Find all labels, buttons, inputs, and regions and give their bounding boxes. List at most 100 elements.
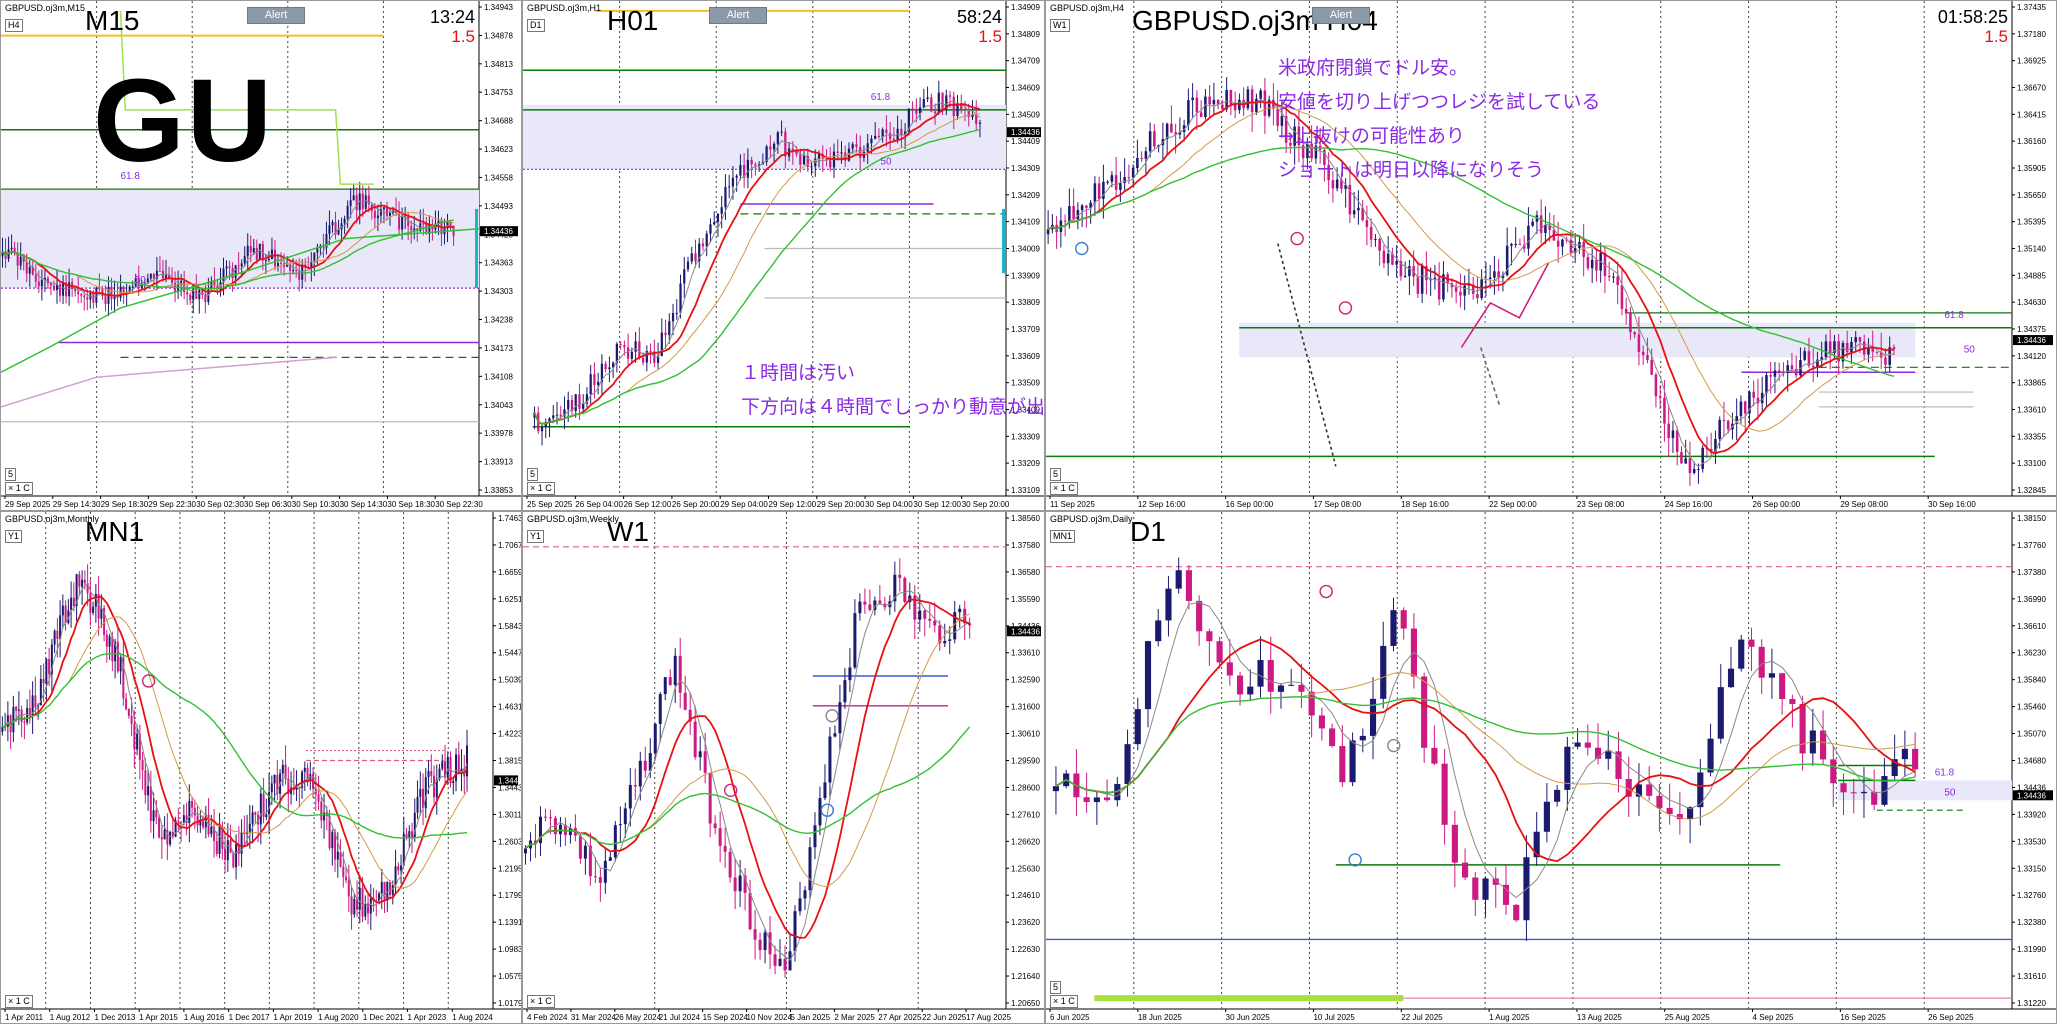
signal-circle — [1387, 738, 1401, 753]
y-tick-label: 1.27610 — [1011, 810, 1040, 819]
candle-body — [337, 229, 340, 235]
candle-body — [1888, 347, 1891, 365]
chart-panel-mn1[interactable]: 1.74630 1.70670 1.66590 1.62510 1.58430 1.544… — [0, 511, 522, 1024]
y-tick-label: 1.13910 — [498, 918, 521, 927]
candle-timer: 01:58:25 — [1937, 7, 2008, 27]
x-tick-label: 30 Sep 18:30 — [387, 500, 435, 509]
alert-button[interactable]: Alert — [1312, 7, 1370, 24]
candle-body — [1441, 763, 1448, 825]
candle-body — [1463, 285, 1466, 296]
candle-body — [259, 793, 262, 825]
candle-body — [19, 256, 22, 266]
candle-body — [196, 815, 199, 826]
candle-body — [1155, 620, 1162, 642]
candle-body — [538, 816, 542, 844]
candle-body — [1522, 244, 1526, 249]
candle-body — [1140, 157, 1143, 159]
timeframe-tab[interactable]: W1 — [1050, 19, 1070, 32]
candle-body — [1828, 341, 1832, 353]
candle-body — [158, 270, 161, 272]
chart-controls[interactable]: × 1 C — [527, 482, 555, 495]
candle-body — [1760, 392, 1764, 404]
candle-body — [328, 816, 331, 849]
chart-panel-m15[interactable]: 1.34943 1.34878 1.34813 1.34753 1.34688 1.346… — [0, 0, 522, 511]
candle-body — [1727, 668, 1735, 688]
candle-body — [713, 222, 716, 225]
candle-body — [1272, 99, 1275, 109]
candle-body — [698, 751, 702, 758]
candle-body — [425, 223, 428, 234]
chart-controls[interactable]: × 1 C — [5, 482, 33, 495]
candle-body — [858, 601, 862, 614]
candle-body — [89, 593, 92, 613]
candle-body — [1879, 352, 1883, 358]
alert-button[interactable]: Alert — [247, 7, 305, 24]
timeframe-tab[interactable]: Y1 — [5, 530, 23, 543]
x-tick-label: 1 Apr 2023 — [408, 1013, 447, 1022]
candle-body — [1206, 631, 1213, 642]
candle-body — [1208, 96, 1211, 105]
chart-controls[interactable]: × 1 C — [1050, 482, 1078, 495]
candle-body — [74, 288, 77, 292]
fib-label-618: 61.8 — [1935, 767, 1955, 778]
y-tick-label: 1.33809 — [1011, 298, 1040, 307]
chart-panel-w1[interactable]: 1.38560 1.37580 1.36580 1.35590 1.34436 1.336… — [522, 511, 1045, 1024]
chart-controls[interactable]: × 1 C — [527, 995, 555, 1008]
fib-label-50: 50 — [135, 275, 147, 286]
chart-panel-h04[interactable]: 1.37435 1.37180 1.36925 1.36670 1.36415 1.361… — [1045, 0, 2057, 511]
candle-body — [1425, 266, 1428, 281]
candle-body — [630, 351, 633, 359]
candle-body — [1476, 293, 1479, 299]
y-tick-label: 1.34509 — [1011, 110, 1040, 119]
signal-circle — [1075, 241, 1089, 256]
y-tick-label: 1.34375 — [2017, 325, 2046, 334]
candle-body — [923, 610, 927, 619]
candle-body — [92, 606, 95, 613]
candle-body — [97, 593, 100, 619]
candle-body — [1714, 439, 1717, 453]
chart-panel-d1[interactable]: 1.38150 1.37760 1.37380 1.36990 1.36610 1.362… — [1045, 511, 2057, 1024]
candle-body — [769, 146, 772, 150]
chart-panel-h01[interactable]: 1.34909 1.34809 1.34709 1.34609 1.34509 1.344… — [522, 0, 1045, 511]
candle-body — [410, 226, 413, 231]
candle-body — [683, 269, 686, 284]
moving-average-2 — [1047, 100, 1895, 455]
timeframe-tab[interactable]: Y1 — [527, 530, 545, 543]
y-tick-label: 1.23620 — [1011, 918, 1040, 927]
candle-body — [1548, 225, 1551, 230]
candle-body — [598, 877, 602, 883]
candle-body — [1845, 343, 1849, 353]
candle-body — [1543, 801, 1550, 832]
candle-body — [164, 274, 167, 279]
candle-body — [783, 958, 787, 971]
candle-body — [563, 824, 567, 836]
candle-body — [1858, 337, 1862, 342]
candle-body — [382, 207, 385, 210]
step-line — [1, 227, 480, 373]
candle-body — [446, 756, 449, 778]
timeframe-tab[interactable]: H4 — [5, 19, 23, 32]
candle-body — [416, 228, 419, 231]
candle-body — [1556, 240, 1560, 247]
candle-body — [1259, 90, 1262, 99]
candle-body — [1349, 740, 1356, 783]
timeframe-tab[interactable]: D1 — [527, 19, 545, 32]
alert-button[interactable]: Alert — [709, 7, 767, 24]
candle-body — [43, 277, 46, 280]
timeframe-tab[interactable]: MN1 — [1050, 530, 1076, 543]
candle-body — [446, 221, 449, 229]
fib-label-618: 61.8 — [121, 171, 141, 182]
candle-body — [1462, 862, 1469, 878]
candle-body — [1374, 239, 1377, 241]
candle-body — [166, 829, 169, 845]
chart-header: GBPUSD.oj3m,M15 — [5, 3, 86, 13]
candle-body — [59, 615, 62, 640]
chart-controls[interactable]: × 1 C — [5, 995, 33, 1008]
candle-body — [1068, 205, 1071, 222]
candle-body — [1280, 116, 1284, 126]
candle-body — [578, 394, 581, 409]
step-line — [119, 10, 374, 185]
candle-body — [130, 715, 133, 724]
candle-body — [100, 608, 103, 619]
chart-controls[interactable]: × 1 C — [1050, 995, 1078, 1008]
